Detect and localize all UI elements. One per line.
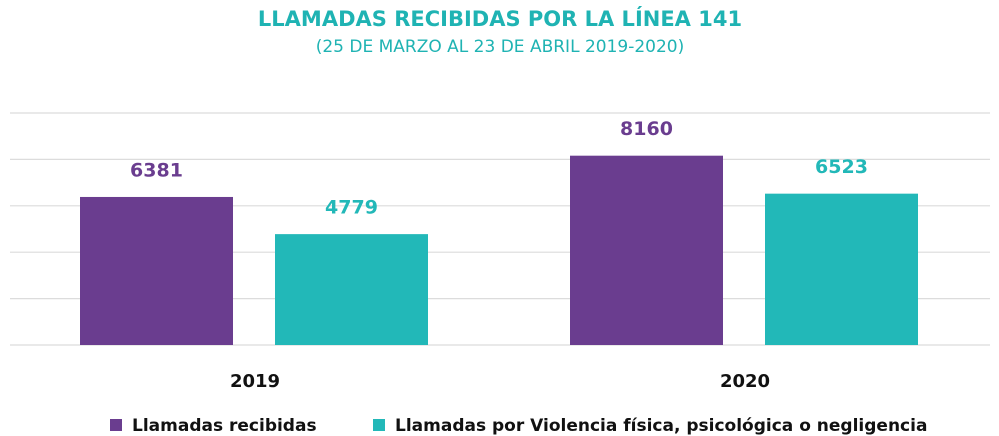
bar (275, 234, 428, 345)
bar (570, 155, 723, 345)
value-label: 6523 (815, 156, 868, 178)
x-tick-label: 2019 (230, 371, 280, 392)
legend-label: Llamadas recibidas (132, 416, 317, 436)
chart-subtitle: (25 DE MARZO AL 23 DE ABRIL 2019-2020) (316, 37, 685, 57)
legend-swatch (110, 419, 122, 431)
legend-label: Llamadas por Violencia física, psicológi… (395, 416, 927, 436)
value-label: 6381 (130, 159, 183, 181)
x-tick-label: 2020 (720, 371, 770, 392)
legend-swatch (373, 419, 385, 431)
bar (80, 196, 233, 345)
value-label: 8160 (620, 118, 673, 140)
chart-title: LLAMADAS RECIBIDAS POR LA LÍNEA 141 (258, 6, 742, 31)
bar (765, 193, 918, 345)
value-label: 4779 (325, 197, 378, 219)
